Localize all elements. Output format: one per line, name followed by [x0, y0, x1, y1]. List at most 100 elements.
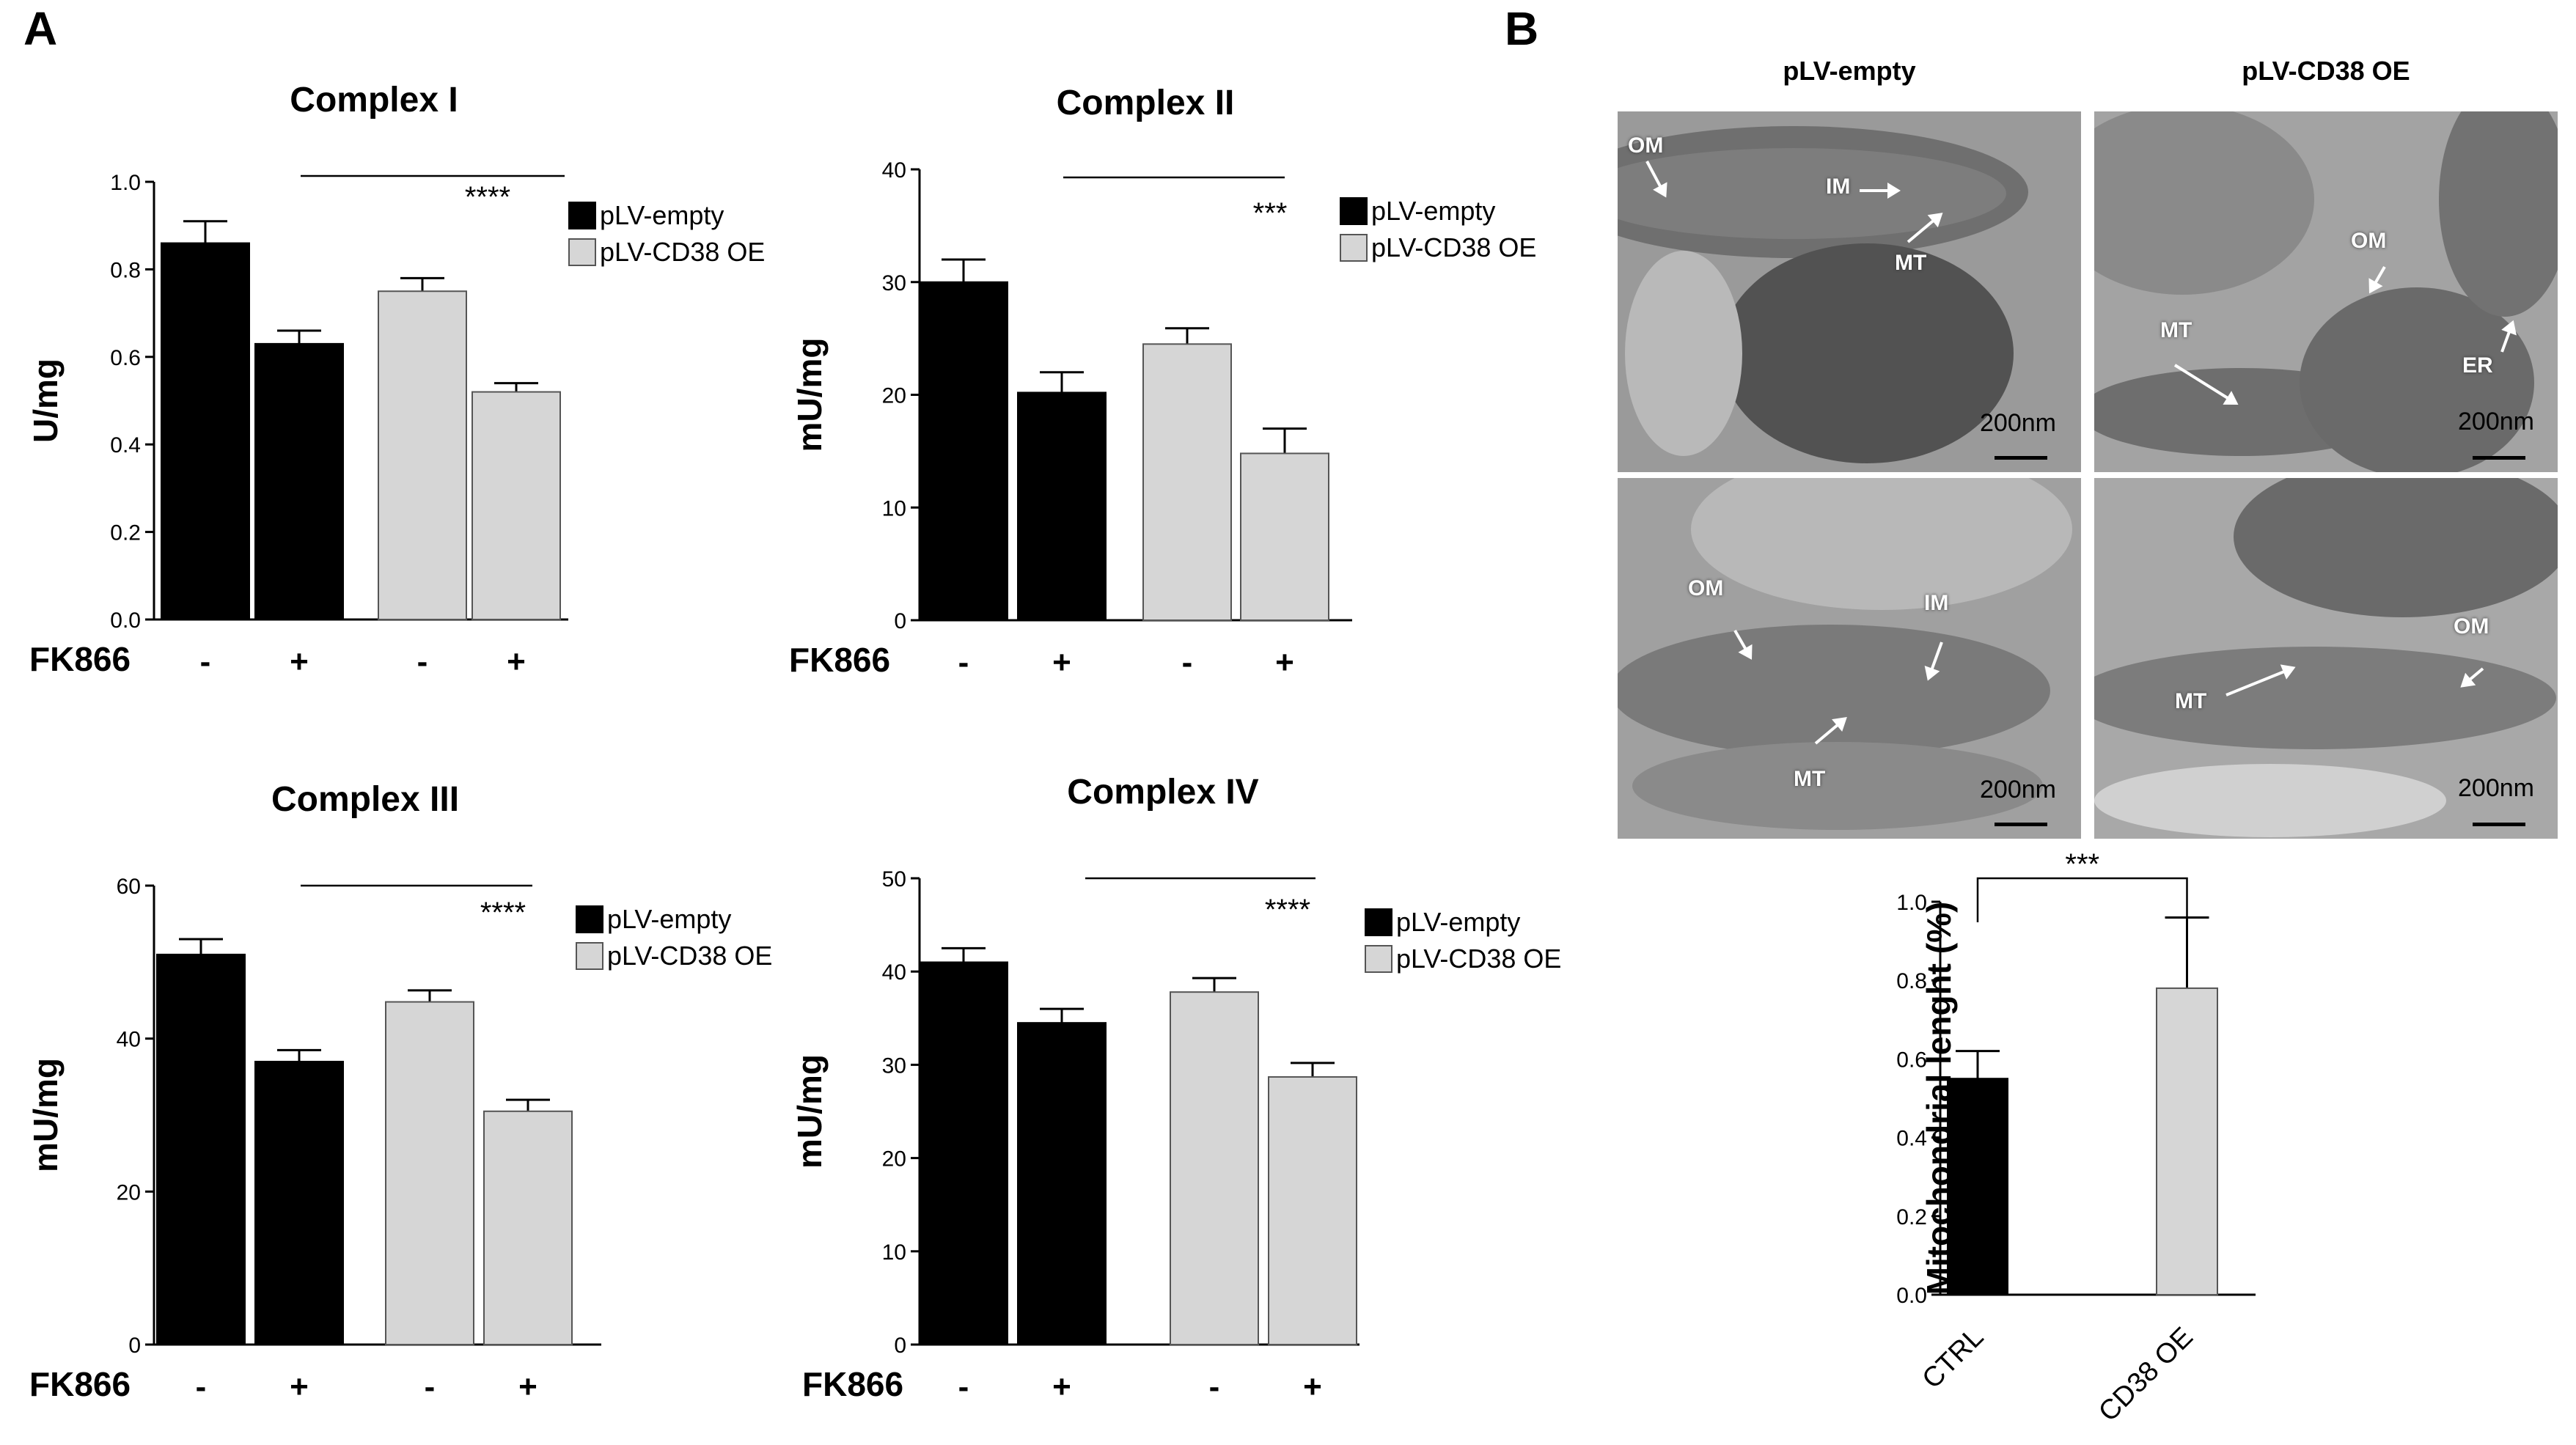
em-label-om: OM: [1628, 133, 1664, 158]
significance-marker: ****: [1265, 894, 1310, 926]
significance-marker: ****: [465, 181, 510, 213]
em-scale-label: 200nm: [1980, 776, 2056, 804]
category-label: -: [425, 1369, 436, 1405]
y-tick-label: 0.4: [110, 433, 141, 457]
y-tick-label: 50: [882, 867, 906, 891]
y-tick-label: 0.0: [1896, 1284, 1927, 1308]
category-label: +: [1275, 644, 1294, 680]
em-label-im: IM: [1924, 591, 1949, 615]
em-label-er: ER: [2462, 353, 2493, 378]
y-tick-label: 40: [117, 1028, 141, 1052]
em-scale-bar: [2473, 823, 2525, 826]
bar: [2156, 987, 2218, 1296]
legend-swatch: [576, 905, 603, 933]
em-scale-label: 200nm: [2458, 774, 2534, 802]
em-tile-cd38-top: OM MT ER 200nm: [2094, 111, 2558, 472]
em-label-mt: MT: [2160, 318, 2192, 342]
legend-label: pLV-empty: [1396, 907, 1520, 937]
y-tick-label: 0: [894, 609, 906, 633]
bar: [1017, 391, 1107, 621]
category-label: +: [518, 1369, 537, 1405]
category-label: +: [1052, 644, 1071, 680]
bar: [919, 961, 1008, 1345]
em-tile-empty-top: OM IM MT 200nm: [1618, 111, 2081, 472]
legend-swatch: [568, 238, 596, 266]
y-tick-label: 0.6: [110, 346, 141, 370]
category-label: -: [958, 644, 969, 680]
bar: [1947, 1078, 2008, 1295]
bar: [483, 1110, 573, 1345]
y-tick-label: 0.4: [1896, 1127, 1927, 1151]
em-label-mt: MT: [2175, 689, 2207, 713]
y-axis-label: U/mg: [26, 359, 65, 443]
significance-marker: ***: [1253, 197, 1288, 229]
bar: [385, 1001, 474, 1345]
legend-label: pLV-empty: [607, 904, 731, 934]
category-label: -: [1209, 1369, 1220, 1405]
significance-marker: ****: [480, 897, 526, 929]
em-label-mt: MT: [1794, 767, 1826, 791]
category-label: +: [290, 1369, 309, 1405]
em-tile-cd38-bottom: OM MT 200nm: [2094, 478, 2558, 839]
bar: [1017, 1022, 1107, 1346]
y-tick-label: 0.6: [1896, 1048, 1927, 1072]
em-col-title-cd38: pLV-CD38 OE: [2242, 56, 2410, 86]
em-scale-bar: [2473, 456, 2525, 460]
bar: [919, 281, 1008, 621]
legend-swatch: [1365, 908, 1392, 936]
bar: [161, 242, 250, 620]
legend-label: pLV-CD38 OE: [600, 237, 765, 267]
em-texture: [2094, 478, 2558, 839]
bar: [1268, 1076, 1357, 1346]
bar: [1142, 343, 1232, 621]
y-tick-label: 0.8: [1896, 969, 1927, 993]
bar: [1240, 452, 1329, 622]
y-tick-label: 10: [882, 496, 906, 521]
chart-title: Complex IV: [1067, 773, 1258, 812]
em-texture: [2094, 111, 2558, 472]
y-tick-label: 30: [882, 271, 906, 295]
category-label: -: [196, 1369, 207, 1405]
legend-label: pLV-empty: [1371, 196, 1495, 226]
bar: [378, 290, 467, 620]
y-tick-label: 0: [128, 1334, 141, 1358]
x-axis-label: FK866: [29, 640, 131, 678]
category-label: +: [290, 644, 309, 680]
em-label-om: OM: [2351, 229, 2387, 253]
chart-title: Complex III: [271, 780, 459, 819]
bar: [471, 391, 561, 620]
legend-swatch: [568, 202, 596, 229]
panel-letter-b: B: [1505, 2, 1539, 55]
em-scale-bar: [1995, 456, 2047, 460]
x-axis-label: FK866: [29, 1365, 131, 1403]
y-tick-label: 1.0: [110, 171, 141, 195]
y-tick-label: 20: [882, 1147, 906, 1172]
em-tile-empty-bottom: OM IM MT 200nm: [1618, 478, 2081, 839]
legend-label: pLV-CD38 OE: [607, 941, 772, 971]
y-axis-label: mU/mg: [790, 1054, 829, 1169]
y-axis-label: mU/mg: [26, 1058, 65, 1172]
chart-title: Complex II: [1057, 84, 1235, 122]
y-tick-label: 20: [882, 384, 906, 408]
y-tick-label: 0.2: [1896, 1205, 1927, 1229]
category-label: CD38 OE: [2093, 1322, 2199, 1428]
x-axis-label: FK866: [802, 1365, 903, 1403]
y-tick-label: 40: [882, 158, 906, 183]
chart-title: Complex I: [290, 81, 458, 120]
y-tick-label: 0.2: [110, 521, 141, 545]
bar: [254, 1060, 344, 1345]
y-tick-label: 10: [882, 1240, 906, 1265]
category-label: +: [507, 644, 526, 680]
category-label: -: [958, 1369, 969, 1405]
legend-label: pLV-CD38 OE: [1396, 944, 1561, 974]
em-scale-label: 200nm: [1980, 409, 2056, 437]
category-label: -: [1182, 644, 1193, 680]
y-tick-label: 40: [882, 960, 906, 985]
em-label-om: OM: [2454, 614, 2489, 639]
y-axis-label: mU/mg: [790, 338, 829, 452]
category-label: +: [1303, 1369, 1322, 1405]
y-tick-label: 1.0: [1896, 891, 1927, 915]
legend-label: pLV-empty: [600, 200, 724, 230]
significance-bracket: [1976, 877, 2188, 922]
em-arrow: [1860, 183, 1901, 199]
